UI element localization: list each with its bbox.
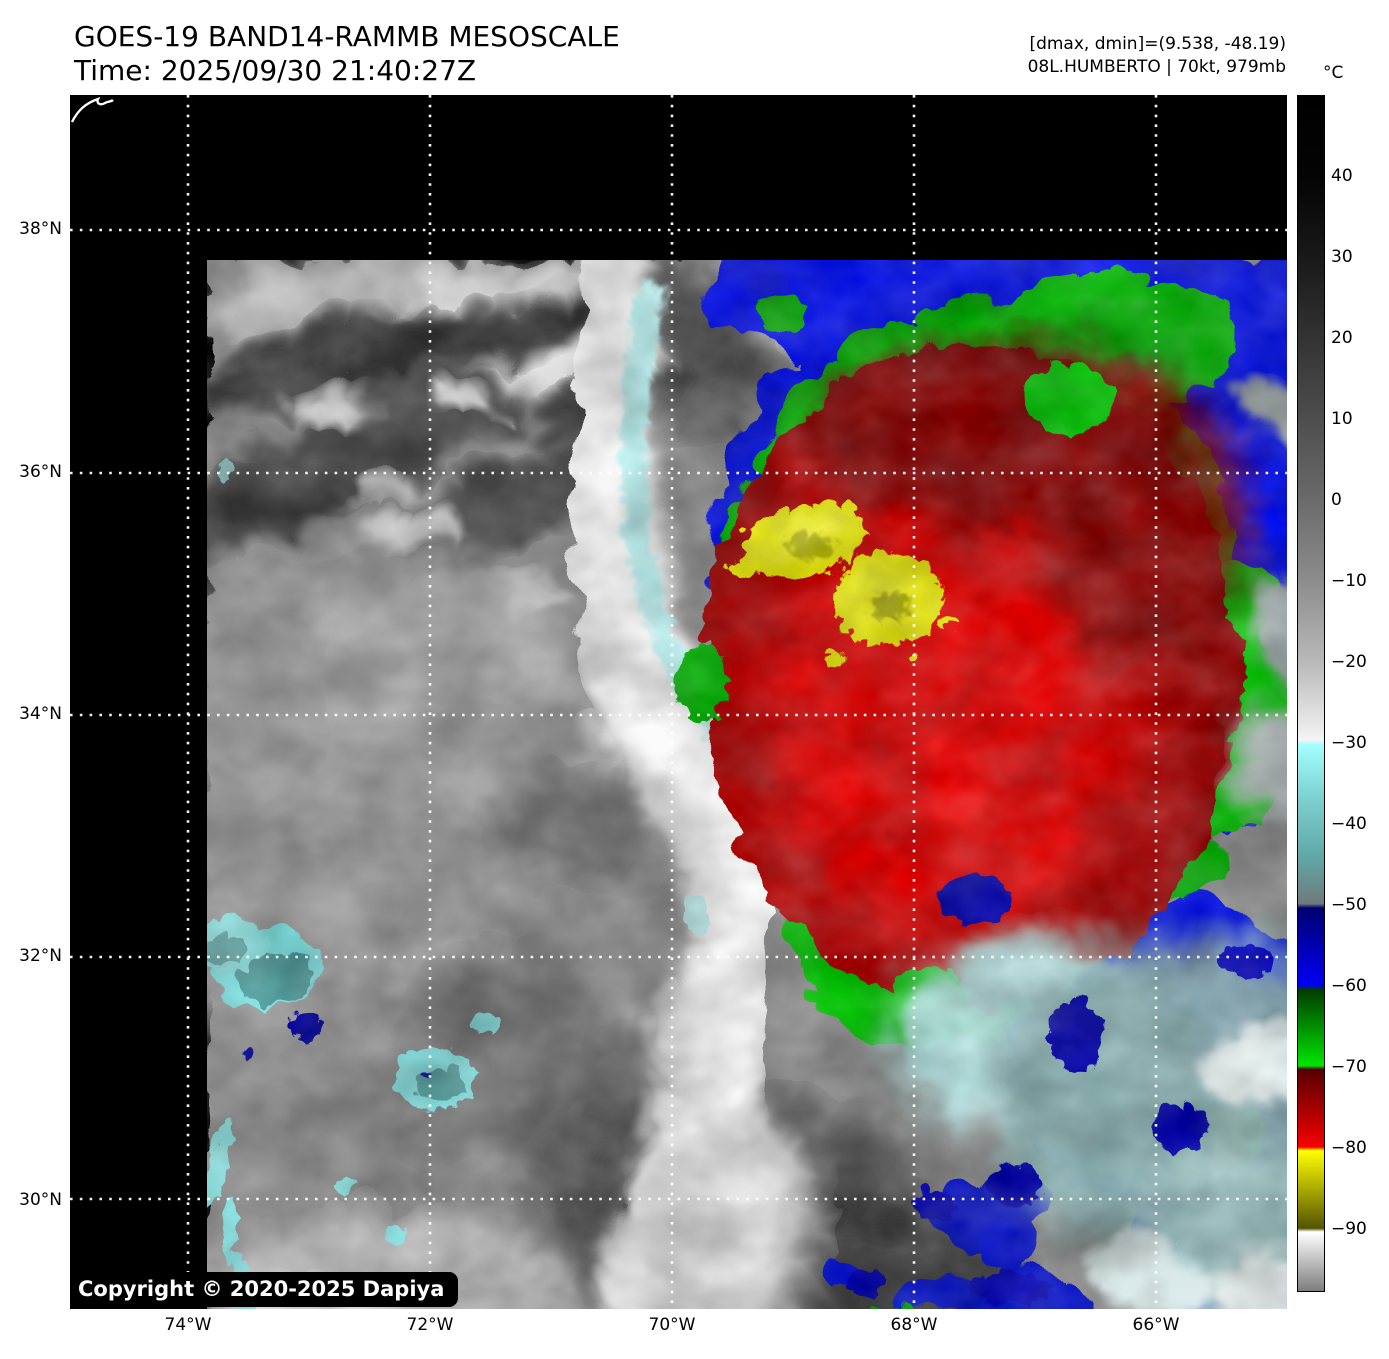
colorbar-tick: −70	[1331, 1057, 1367, 1077]
colorbar-tick: 10	[1331, 409, 1353, 429]
colorbar-tick: −10	[1331, 571, 1367, 591]
colorbar-tick: −90	[1331, 1219, 1367, 1239]
satellite-map: Copyright © 2020-2025 Dapiya	[70, 95, 1287, 1309]
lat-label-32n: 32°N	[19, 946, 62, 966]
product-time: Time: 2025/09/30 21:40:27Z	[74, 54, 477, 87]
colorbar-tick: −80	[1331, 1138, 1367, 1158]
lat-label-34n: 34°N	[19, 704, 62, 724]
colorbar-tick: −20	[1331, 652, 1367, 672]
lon-label-72w: 72°W	[406, 1315, 454, 1335]
satellite-scene	[70, 95, 1287, 1309]
colorbar-tick: −50	[1331, 895, 1367, 915]
lat-label-36n: 36°N	[19, 462, 62, 482]
colorbar-unit-label: °C	[1323, 63, 1344, 83]
lon-label-66w: 66°W	[1132, 1315, 1180, 1335]
storm-info: 08L.HUMBERTO | 70kt, 979mb	[1027, 57, 1286, 77]
temperature-colorbar	[1297, 95, 1325, 1292]
info-block: [dmax, dmin]=(9.538, -48.19) 08L.HUMBERT…	[1028, 33, 1286, 79]
satellite-data-region	[207, 260, 1287, 1309]
coastline	[70, 96, 114, 123]
colorbar-tick: −60	[1331, 976, 1367, 996]
product-title: GOES-19 BAND14-RAMMB MESOSCALE	[74, 20, 620, 53]
colorbar-tick: −30	[1331, 733, 1367, 753]
lat-label-30n: 30°N	[19, 1190, 62, 1210]
lon-label-70w: 70°W	[648, 1315, 696, 1335]
lon-label-68w: 68°W	[890, 1315, 938, 1335]
colorbar-tick: −40	[1331, 814, 1367, 834]
graticule-gridlines	[70, 95, 1287, 1309]
colorbar-tick: 0	[1331, 490, 1342, 510]
colorbar-tick: 30	[1331, 247, 1353, 267]
colorbar-tick: 20	[1331, 328, 1353, 348]
dmax-dmin-readout: [dmax, dmin]=(9.538, -48.19)	[1029, 34, 1286, 54]
lat-label-38n: 38°N	[19, 219, 62, 239]
lon-label-74w: 74°W	[164, 1315, 212, 1335]
texture-dark	[207, 260, 1287, 1309]
copyright-badge: Copyright © 2020-2025 Dapiya	[70, 1272, 459, 1307]
colorbar-tick: 40	[1331, 166, 1353, 186]
